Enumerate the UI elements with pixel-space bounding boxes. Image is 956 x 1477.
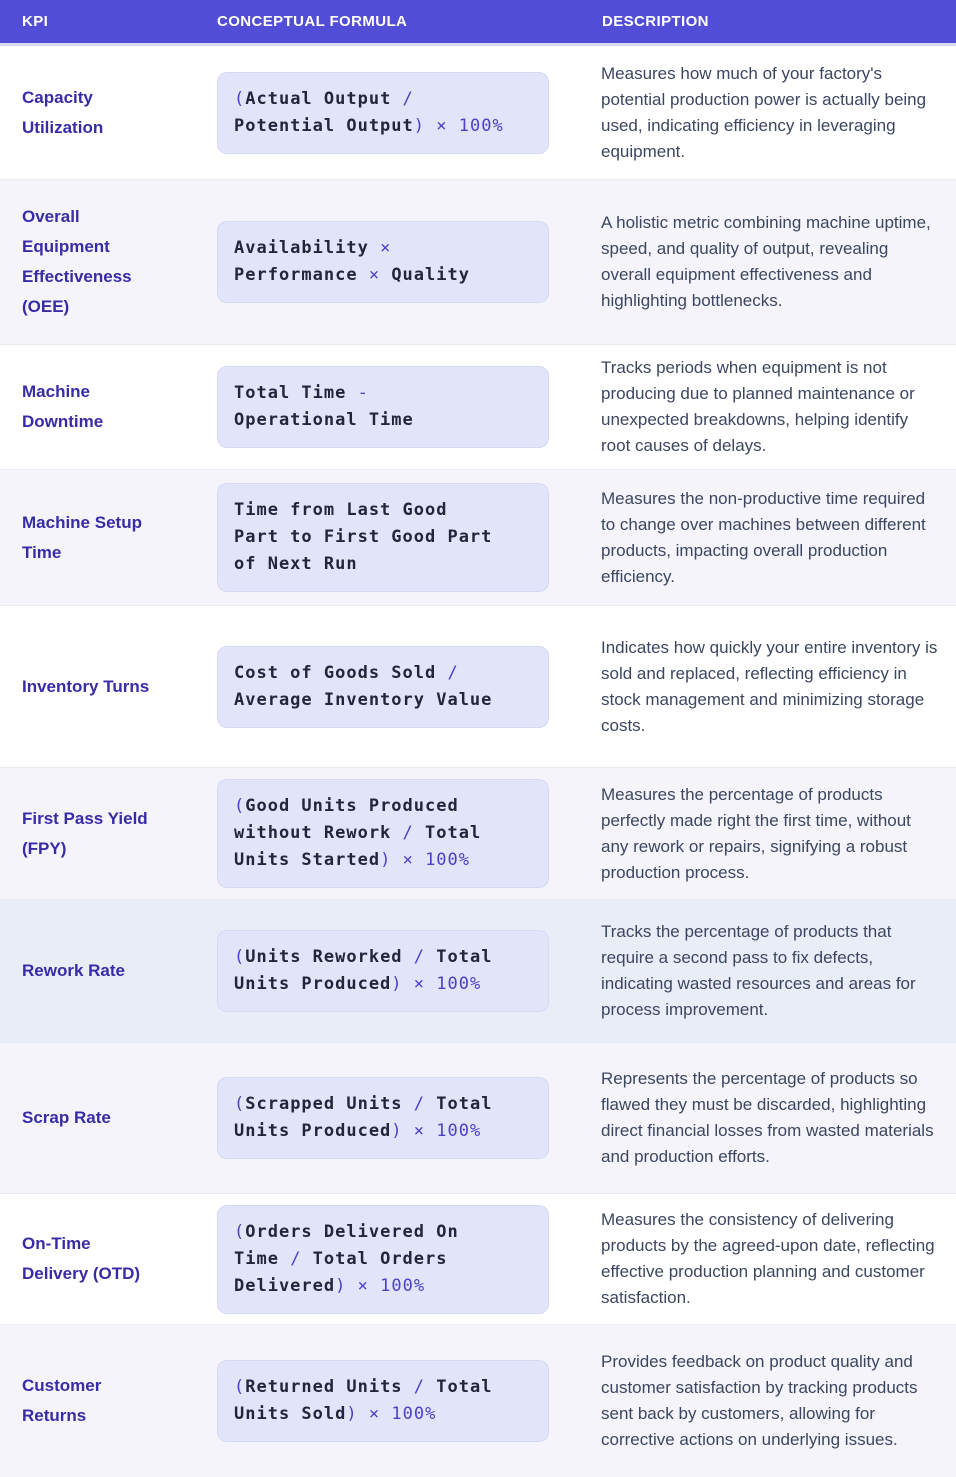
formula-chip: Total Time - Operational Time bbox=[217, 366, 549, 448]
description-text: Measures the non-productive time require… bbox=[601, 488, 926, 586]
description-text: Measures how much of your factory's pote… bbox=[601, 63, 927, 161]
formula-cell: (Good Units Produced without Rework / To… bbox=[215, 779, 601, 888]
kpi-cell: Machine Setup Time bbox=[0, 508, 215, 568]
formula-cell: (Actual Output / Potential Output) × 100… bbox=[215, 71, 601, 154]
kpi-label: On-Time Delivery (OTD) bbox=[22, 1234, 141, 1283]
table-row: Scrap Rate (Scrapped Units / Total Units… bbox=[0, 1043, 956, 1194]
description-text: Tracks periods when equipment is not pro… bbox=[601, 358, 915, 455]
kpi-label: Rework Rate bbox=[22, 961, 125, 980]
kpi-label: Customer Returns bbox=[22, 1376, 102, 1425]
formula-chip: (Actual Output / Potential Output) × 100… bbox=[217, 71, 549, 154]
table-row: On-Time Delivery (OTD) (Orders Delivered… bbox=[0, 1194, 956, 1325]
kpi-label: First Pass Yield (FPY) bbox=[22, 808, 148, 858]
formula-cell: (Units Reworked / Total Units Produced) … bbox=[215, 930, 601, 1012]
formula-cell: Availability × Performance × Quality bbox=[215, 221, 601, 303]
table-row: Customer Returns (Returned Units / Total… bbox=[0, 1325, 956, 1477]
kpi-label: Machine Downtime bbox=[22, 382, 104, 431]
kpi-label: Overall Equipment Effectiveness (OEE) bbox=[22, 207, 132, 316]
kpi-label: Inventory Turns bbox=[22, 676, 150, 696]
kpi-cell: Overall Equipment Effectiveness (OEE) bbox=[0, 202, 215, 322]
description-cell: Provides feedback on product quality and… bbox=[601, 1349, 956, 1453]
kpi-cell: Capacity Utilization bbox=[0, 83, 215, 143]
kpi-table-body: Capacity Utilization (Actual Output / Po… bbox=[0, 46, 956, 1477]
formula-chip: (Units Reworked / Total Units Produced) … bbox=[217, 930, 549, 1012]
kpi-cell: Inventory Turns bbox=[0, 672, 215, 702]
description-cell: Tracks the percentage of products that r… bbox=[601, 919, 956, 1023]
kpi-label: Scrap Rate bbox=[22, 1108, 111, 1127]
kpi-cell: First Pass Yield (FPY) bbox=[0, 804, 215, 864]
table-row: Rework Rate (Units Reworked / Total Unit… bbox=[0, 900, 956, 1043]
column-header-description: DESCRIPTION bbox=[602, 13, 709, 30]
kpi-cell: Rework Rate bbox=[0, 956, 215, 986]
description-text: Provides feedback on product quality and… bbox=[601, 1352, 918, 1449]
formula-cell: Time from Last Good Part to First Good P… bbox=[215, 483, 601, 592]
table-row: Machine Setup Time Time from Last Good P… bbox=[0, 470, 956, 606]
formula-chip: (Returned Units / Total Units Sold) × 10… bbox=[217, 1360, 549, 1442]
description-cell: Tracks periods when equipment is not pro… bbox=[601, 355, 956, 459]
table-row: Machine Downtime Total Time - Operationa… bbox=[0, 345, 956, 470]
formula-cell: Total Time - Operational Time bbox=[215, 366, 601, 448]
kpi-label: Capacity Utilization bbox=[22, 87, 104, 137]
formula-cell: (Returned Units / Total Units Sold) × 10… bbox=[215, 1360, 601, 1442]
description-cell: Measures the percentage of products perf… bbox=[601, 782, 956, 886]
table-header-row: KPI CONCEPTUAL FORMULA DESCRIPTION bbox=[0, 0, 956, 46]
formula-cell: (Orders Delivered On Time / Total Orders… bbox=[215, 1204, 601, 1314]
formula-chip: (Scrapped Units / Total Units Produced) … bbox=[217, 1077, 549, 1159]
formula-cell: Cost of Goods Sold / Average Inventory V… bbox=[215, 645, 601, 728]
formula-chip: (Good Units Produced without Rework / To… bbox=[217, 779, 549, 888]
description-cell: Represents the percentage of products so… bbox=[601, 1066, 956, 1170]
kpi-cell: Customer Returns bbox=[0, 1371, 215, 1431]
description-cell: Measures the non-productive time require… bbox=[601, 486, 956, 590]
kpi-cell: Scrap Rate bbox=[0, 1103, 215, 1133]
formula-chip: Cost of Goods Sold / Average Inventory V… bbox=[217, 645, 549, 728]
description-cell: A holistic metric combining machine upti… bbox=[601, 210, 956, 314]
column-header-conceptual-formula: CONCEPTUAL FORMULA bbox=[217, 13, 408, 30]
description-text: A holistic metric combining machine upti… bbox=[601, 213, 931, 310]
description-text: Tracks the percentage of products that r… bbox=[601, 922, 916, 1019]
description-text: Measures the consistency of delivering p… bbox=[601, 1210, 935, 1307]
table-row: Capacity Utilization (Actual Output / Po… bbox=[0, 46, 956, 180]
description-cell: Indicates how quickly your entire invent… bbox=[601, 635, 956, 739]
description-text: Measures the percentage of products perf… bbox=[601, 784, 911, 882]
description-text: Indicates how quickly your entire invent… bbox=[601, 637, 938, 735]
formula-chip: (Orders Delivered On Time / Total Orders… bbox=[217, 1204, 549, 1314]
kpi-label: Machine Setup Time bbox=[22, 512, 142, 562]
formula-chip: Time from Last Good Part to First Good P… bbox=[217, 483, 549, 592]
description-cell: Measures the consistency of delivering p… bbox=[601, 1207, 956, 1311]
table-row: Overall Equipment Effectiveness (OEE) Av… bbox=[0, 180, 956, 345]
column-header-kpi: KPI bbox=[22, 13, 49, 30]
formula-chip: Availability × Performance × Quality bbox=[217, 221, 549, 303]
kpi-cell: On-Time Delivery (OTD) bbox=[0, 1229, 215, 1289]
formula-cell: (Scrapped Units / Total Units Produced) … bbox=[215, 1077, 601, 1159]
kpi-cell: Machine Downtime bbox=[0, 377, 215, 437]
table-row: Inventory Turns Cost of Goods Sold / Ave… bbox=[0, 606, 956, 768]
table-row: First Pass Yield (FPY) (Good Units Produ… bbox=[0, 768, 956, 900]
description-text: Represents the percentage of products so… bbox=[601, 1069, 934, 1166]
description-cell: Measures how much of your factory's pote… bbox=[601, 61, 956, 165]
